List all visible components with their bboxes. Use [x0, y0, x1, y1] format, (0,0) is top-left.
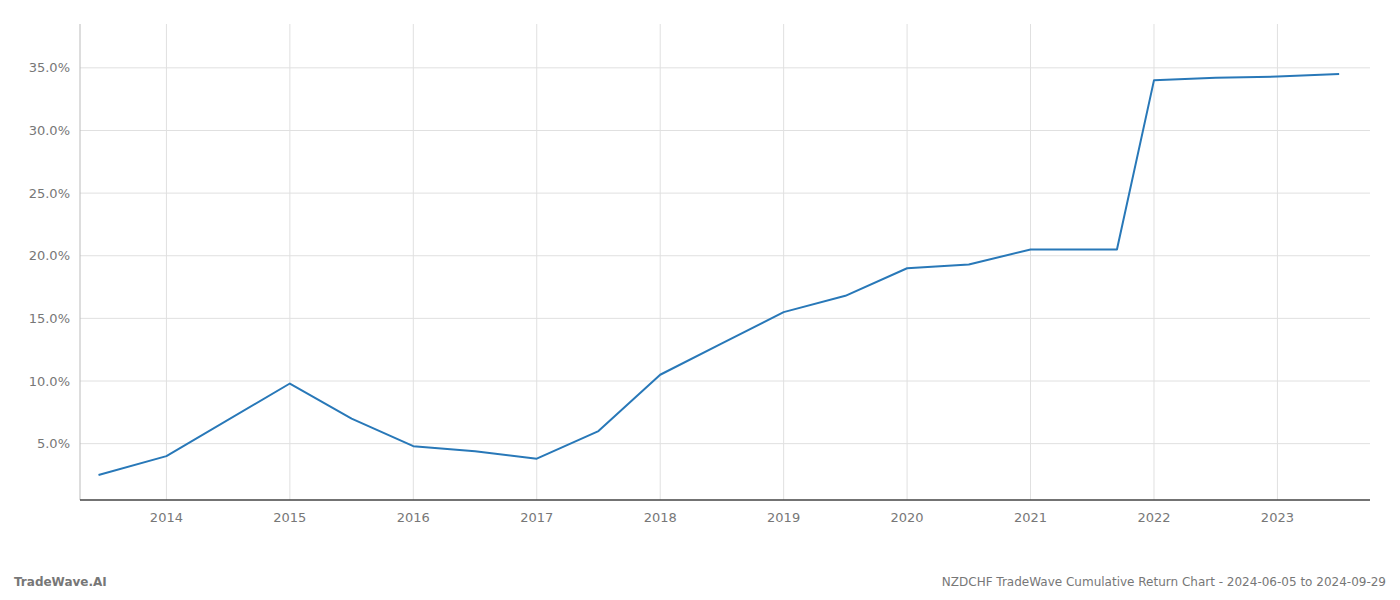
x-tick-label: 2014 [150, 510, 183, 525]
x-grid-line [907, 24, 908, 500]
y-tick-label: 5.0% [37, 436, 70, 451]
x-grid-line [1277, 24, 1278, 500]
x-axis-line [80, 499, 1370, 501]
y-tick-label: 15.0% [29, 311, 70, 326]
x-grid-line [783, 24, 784, 500]
x-tick-label: 2021 [1014, 510, 1047, 525]
x-tick-label: 2017 [520, 510, 553, 525]
y-grid-line [80, 67, 1370, 68]
footer-right: NZDCHF TradeWave Cumulative Return Chart… [942, 575, 1386, 589]
x-grid-line [166, 24, 167, 500]
x-tick-label: 2015 [273, 510, 306, 525]
x-tick-label: 2019 [767, 510, 800, 525]
y-tick-label: 20.0% [29, 248, 70, 263]
axes: 2014 2015 2016 2017 2018 2019 2020 2021 2022 2023… [29, 24, 1370, 525]
x-tick-label: 2018 [644, 510, 677, 525]
chart: 2014 2015 2016 2017 2018 2019 2020 2021 2022 2023… [0, 0, 1400, 600]
y-grid-line [80, 193, 1370, 194]
y-tick-label: 30.0% [29, 123, 70, 138]
y-grid-line [80, 443, 1370, 444]
y-tick-label: 35.0% [29, 60, 70, 75]
y-grid-line [80, 130, 1370, 131]
x-tick-label: 2023 [1261, 510, 1294, 525]
y-axis-line [80, 24, 81, 500]
plot-area [99, 74, 1340, 475]
x-grid-line [1153, 24, 1154, 500]
x-grid-line [289, 24, 290, 500]
y-tick-label: 10.0% [29, 374, 70, 389]
y-grid-line [80, 318, 1370, 319]
x-grid-line [536, 24, 537, 500]
x-grid-line [413, 24, 414, 500]
x-tick-label: 2020 [891, 510, 924, 525]
grid [80, 24, 1370, 500]
footer-left: TradeWave.AI [14, 575, 107, 589]
return-line [99, 74, 1340, 475]
x-grid-line [1030, 24, 1031, 500]
x-grid-line [660, 24, 661, 500]
x-tick-label: 2022 [1137, 510, 1170, 525]
y-grid-line [80, 381, 1370, 382]
y-tick-label: 25.0% [29, 186, 70, 201]
x-tick-label: 2016 [397, 510, 430, 525]
y-grid-line [80, 255, 1370, 256]
